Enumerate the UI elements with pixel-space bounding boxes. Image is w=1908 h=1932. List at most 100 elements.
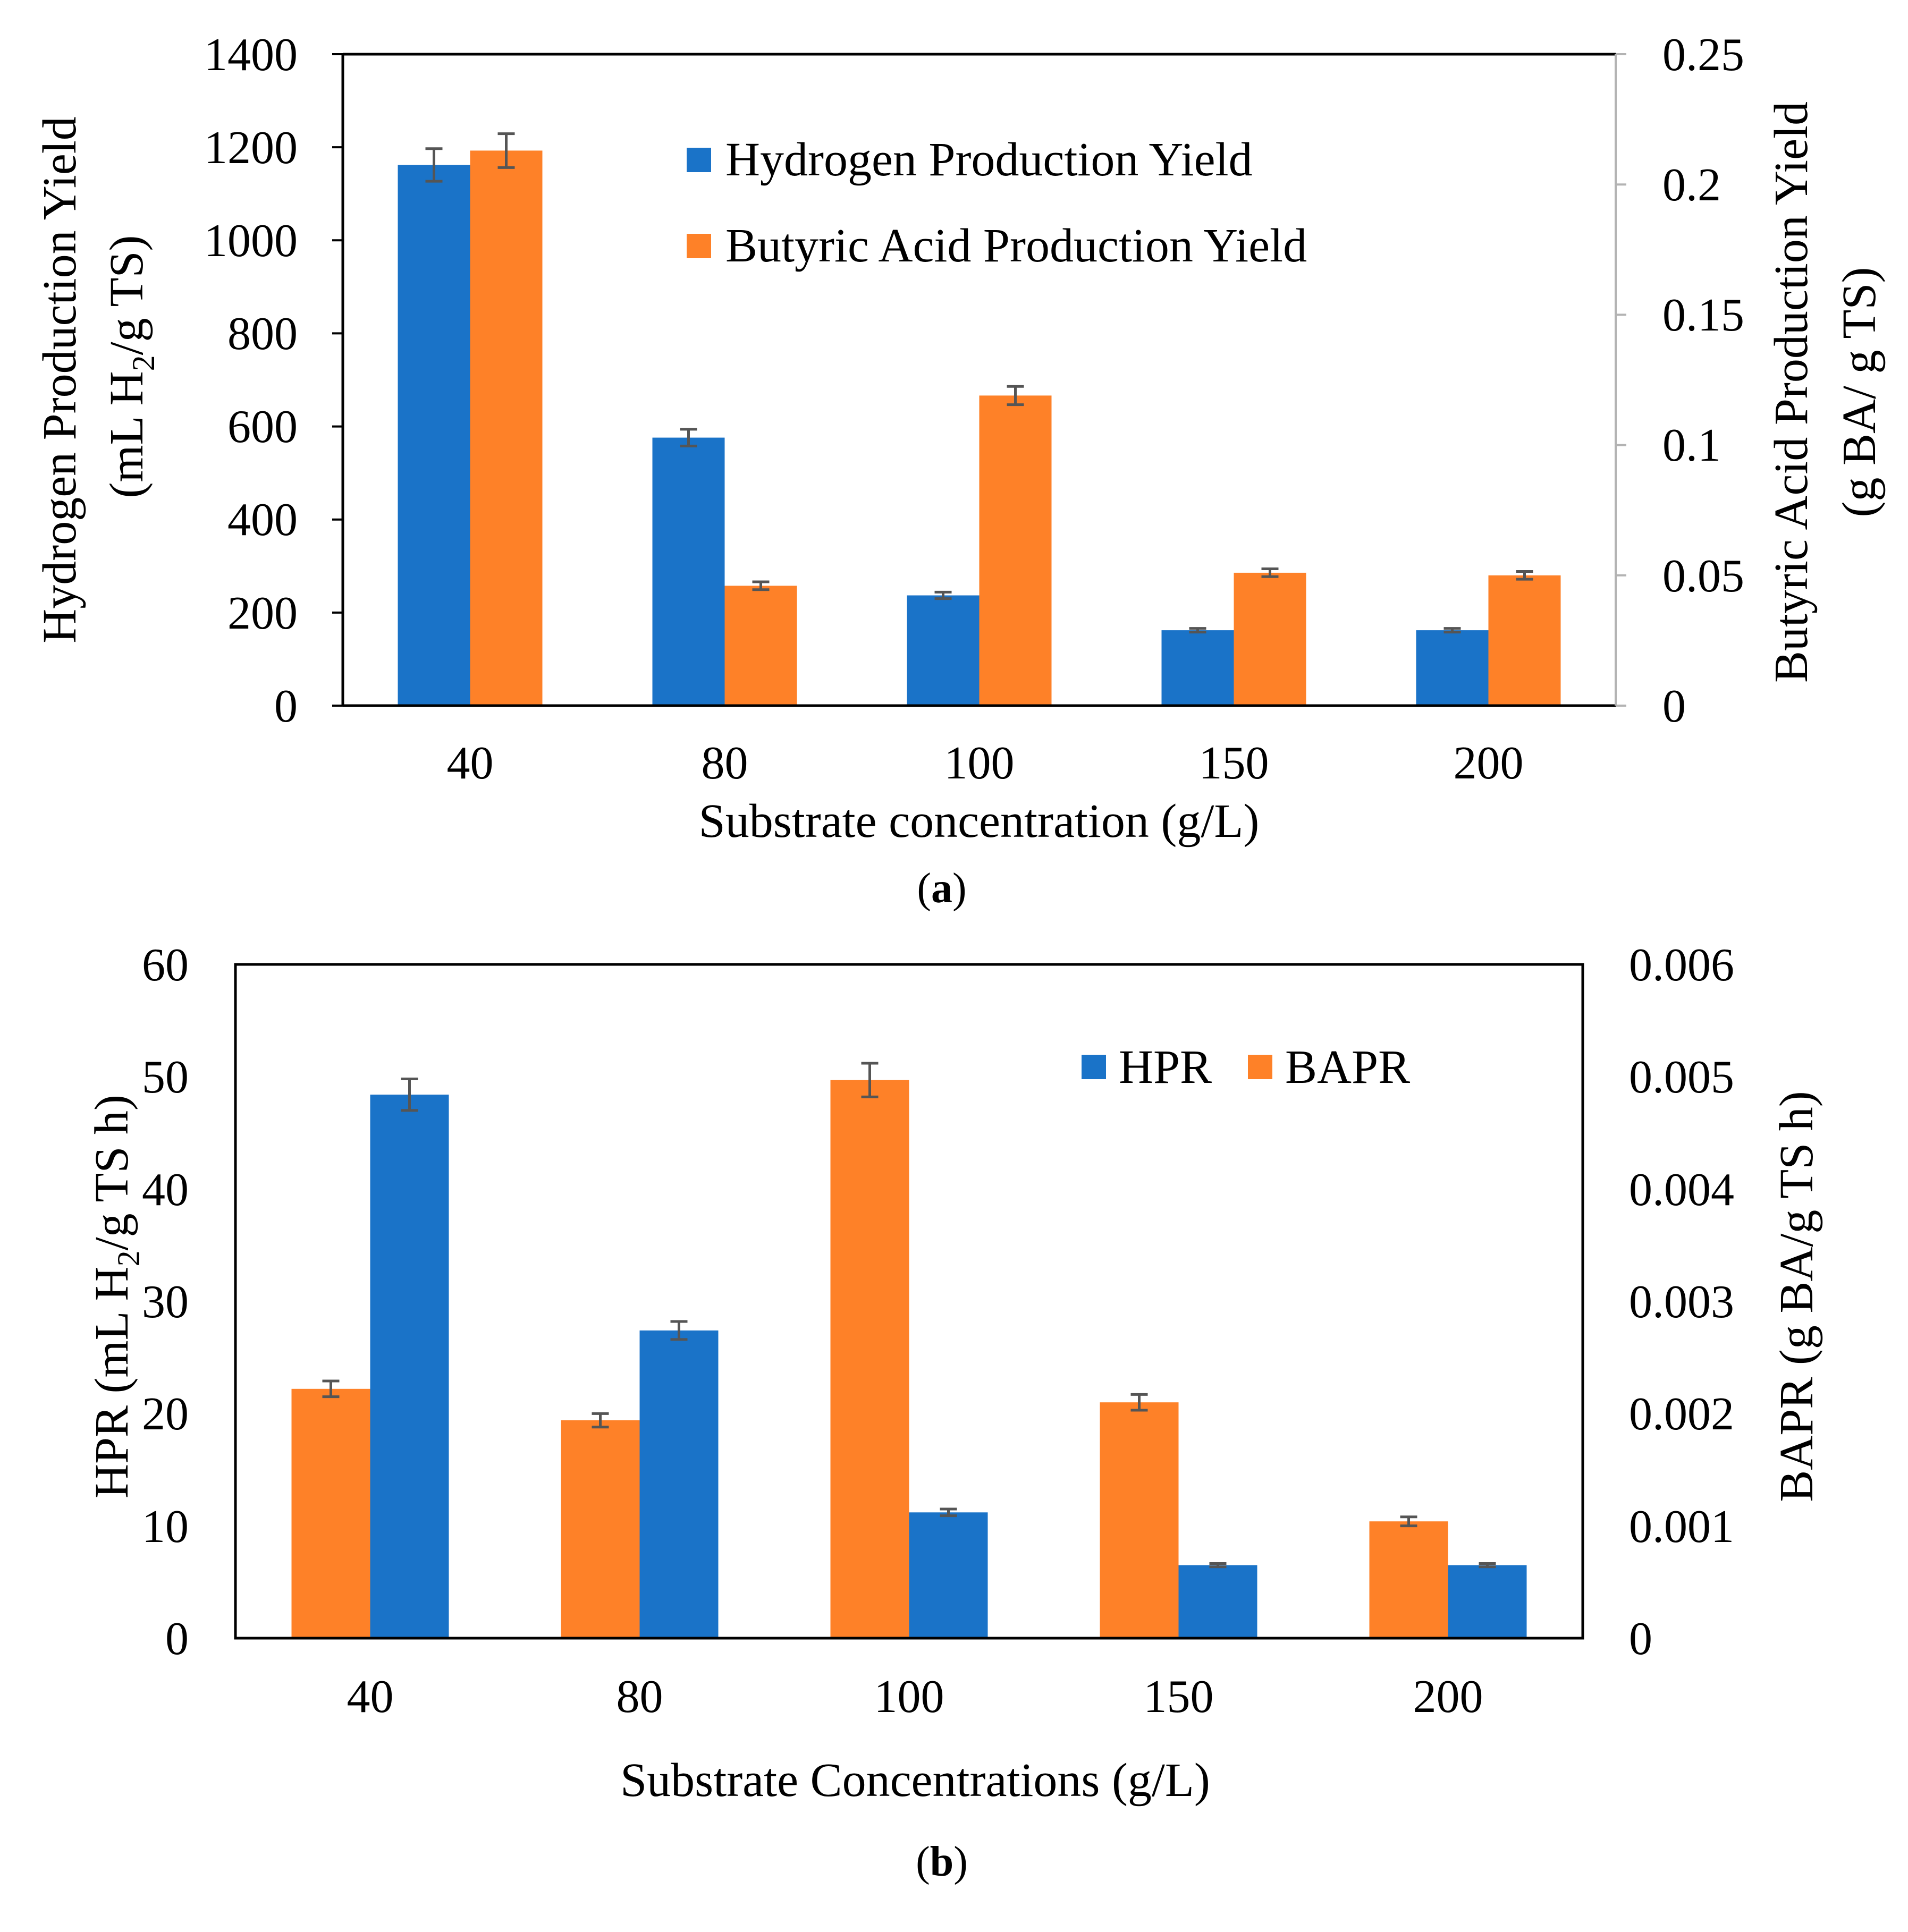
chart-b-right-tick: 0.002 [1629,1388,1734,1440]
chart-a-caption-open: ( [917,865,931,912]
chart-a-right-tick: 0.25 [1662,29,1744,81]
chart-b-error-bar [940,1507,957,1518]
chart-a-right-tickmarks [1616,53,1626,707]
chart-a-left-tick: 400 [227,494,298,546]
chart-b-left-tick: 50 [142,1052,189,1103]
chart-a-left-tickmarks [332,53,343,707]
chart-a-y-label-right-line1: Butyric Acid Production Yield [1765,101,1818,683]
chart-b-legend-label-bapr: BAPR [1285,1041,1410,1094]
chart-b-left-ticks: 0 10 20 30 40 50 60 [142,939,189,1665]
chart-a-legend-swatch-hydrogen [687,148,711,172]
chart-a-left-tick: 0 [274,681,298,732]
chart-b-x-tick: 150 [1144,1671,1214,1723]
chart-a-caption-letter: a [931,865,952,912]
chart-b-error-bar [401,1078,418,1112]
chart-a-error-bar [425,147,443,183]
chart-b-bar [1369,1521,1448,1638]
chart-b-caption-open: ( [916,1838,930,1885]
chart-b-y-label-left: HPR (mL H2/g TS h) [86,1095,146,1498]
chart-b-legend-label-hpr: HPR [1119,1041,1212,1094]
chart-b-caption-letter: b [930,1838,954,1885]
chart-b-error-bar [322,1379,340,1399]
chart-b-right-tick: 0.001 [1629,1501,1734,1553]
chart-a-legend-swatch-butyric [687,234,711,258]
chart-a-error-bar [1261,567,1279,578]
chart-b-left-tick: 20 [142,1388,189,1440]
chart-b-left-tick: 0 [165,1613,189,1665]
chart-a-bar [724,586,797,706]
chart-a-caption: (a) [917,865,966,912]
chart-b-bar [830,1080,909,1638]
chart-b-x-tick: 200 [1413,1671,1483,1723]
chart-b-y-label-left-post: /g TS h) [86,1095,138,1250]
chart-a-y-label-right-line2: (g BA/ g TS) [1833,267,1886,518]
chart-a-error-bar [497,132,515,169]
chart-a-error-bar [1516,570,1533,581]
chart-a-bar [470,150,543,706]
chart-b-error-bar [670,1320,688,1341]
chart-b-legend-swatch-bapr [1248,1055,1272,1079]
chart-a-error-bars [425,132,1533,634]
chart-a-left-tick: 200 [227,588,298,639]
chart-a-bar [907,595,980,706]
chart-a-error-bar [752,580,770,591]
chart-b-error-bar [592,1412,609,1429]
chart-a-y-label-left-line1: Hydrogen Production Yield [33,116,86,643]
chart-a-right-tick: 0.05 [1662,550,1744,602]
chart-b-bar [639,1330,719,1638]
chart-b-error-bars [322,1062,1496,1569]
chart-a-left-tick: 1200 [204,122,298,174]
chart-b-right-tick: 0.004 [1629,1164,1734,1216]
chart-a-bar [652,437,725,706]
chart-b-bar [1178,1565,1257,1638]
chart-a-error-bar [934,590,952,600]
chart-a-error-bar [1443,627,1461,634]
chart-b-y-label-right: BAPR (g BA/g TS h) [1770,1091,1823,1502]
chart-b-x-tick: 100 [874,1671,944,1723]
chart-a-y-label-left-subscript: 2 [126,355,161,371]
chart-a-error-bar [680,428,697,447]
chart-b-right-tick: 0 [1629,1613,1652,1665]
chart-b-bars [291,1080,1527,1638]
chart-a-left-tick: 1000 [204,215,298,267]
chart-a-x-tick: 80 [702,738,748,789]
chart-a-y-label-left-line2: (mL H2/g TS) [100,235,161,498]
chart-b-bar [561,1420,640,1638]
chart-b-x-tick: 80 [617,1671,663,1723]
chart-a-y-label-left-line2-pre: (mL H [100,371,153,498]
chart-a-right-ticks: 0 0.05 0.1 0.15 0.2 0.25 [1662,29,1744,732]
chart-a-x-tick: 100 [944,738,1015,789]
chart-a-bar [1488,575,1561,706]
chart-b-caption: (b) [916,1838,968,1885]
chart-a-error-bar [1007,385,1024,406]
chart-b-right-tick: 0.005 [1629,1052,1734,1103]
chart-a-bar [1234,572,1306,706]
chart-b-frame [234,963,1584,1640]
chart-a-x-tick: 40 [447,738,494,789]
chart-b-bar [370,1095,449,1638]
chart-b-legend-swatch-hpr [1082,1055,1106,1079]
chart-a-left-ticks: 0 200 400 600 800 1000 1200 1400 [204,29,298,732]
chart-a-right-tick: 0.1 [1662,420,1721,471]
chart-a-right-tick: 0.15 [1662,290,1744,341]
chart-b-error-bar [861,1062,879,1098]
chart-a-caption-close: ) [952,865,967,912]
chart-a-left-tick: 1400 [204,29,298,81]
chart-a-error-bar [1189,627,1206,634]
chart-a-bar [398,165,470,706]
chart-a-x-ticks: 40 80 100 150 200 [447,738,1524,789]
chart-a-bars [398,150,1561,706]
chart-a-y-label-left-line2-post: /g TS) [100,235,153,355]
chart-a-right-tick: 0.2 [1662,159,1721,211]
chart-a: 0 200 400 600 800 1000 1200 1400 0 0.05 … [33,29,1886,912]
chart-b-right-tick: 0.006 [1629,939,1734,991]
chart-a-x-tick: 150 [1199,738,1269,789]
chart-b-error-bar [1130,1393,1148,1412]
chart-a-bar [1161,630,1234,706]
chart-b-error-bar [1400,1515,1417,1528]
chart-b-bar [1100,1402,1179,1638]
chart-b-error-bar [1479,1562,1496,1569]
chart-a-legend-label-hydrogen: Hydrogen Production Yield [725,133,1253,186]
chart-b-x-label: Substrate Concentrations (g/L) [620,1754,1210,1807]
